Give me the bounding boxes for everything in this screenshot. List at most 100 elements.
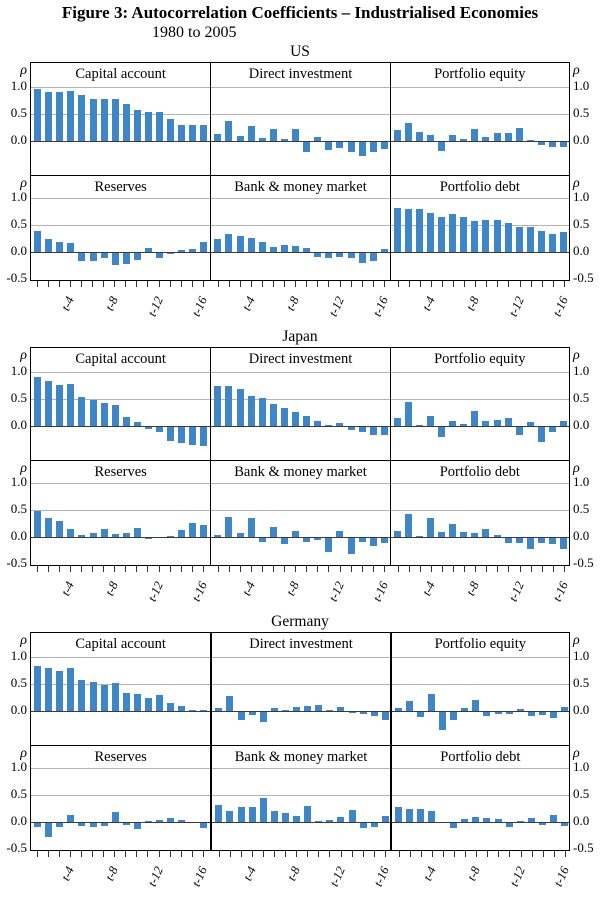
x-tick-mark [408, 281, 410, 287]
bar [515, 538, 523, 544]
y-tick-label: 0.5 [573, 675, 590, 690]
y-tick-label: 1.0 [10, 759, 27, 774]
bar [270, 707, 278, 711]
gridline [31, 372, 211, 373]
bar [358, 427, 366, 433]
y-axis-left-row1: ρ 1.0 0.5 0.0 -0.5 [0, 460, 30, 570]
bar [404, 514, 412, 537]
x-tick-mark [147, 851, 149, 857]
bar [178, 427, 186, 444]
panel-title: Portfolio equity [434, 636, 527, 652]
bar [258, 398, 266, 426]
bar [215, 804, 223, 822]
x-tick-label: t-16 [549, 294, 571, 319]
x-tick-label: t-4 [240, 864, 259, 883]
bar [67, 814, 75, 822]
bar [144, 427, 152, 429]
x-tick-mark [552, 566, 554, 572]
bar [504, 132, 512, 141]
y-axis-left-row1: ρ 1.0 0.5 0.0 -0.5 [0, 745, 30, 855]
x-tick-mark [295, 281, 297, 287]
bar [438, 531, 446, 537]
x-tick-mark [351, 851, 353, 857]
x-tick-mark [69, 566, 71, 572]
x-tick-mark [218, 851, 220, 857]
bar [415, 209, 423, 252]
gridline [31, 684, 211, 685]
bar [167, 119, 175, 141]
bar [200, 124, 208, 141]
y-tick-label: 0.0 [573, 243, 590, 258]
bar [67, 667, 75, 711]
bar [472, 700, 480, 711]
bar [538, 712, 546, 716]
x-tick-mark [217, 281, 219, 287]
panel-title: Portfolio equity [434, 66, 526, 82]
x-tick-mark [465, 851, 467, 857]
panel-title: Portfolio equity [434, 351, 526, 367]
bar [167, 703, 175, 711]
bar [189, 522, 197, 537]
bar [111, 812, 119, 822]
bar [280, 244, 288, 252]
x-tick-label: t-4 [58, 294, 77, 313]
x-tick-label: t-8 [283, 579, 303, 598]
bar [156, 694, 164, 711]
y-tick-label: 0.5 [573, 390, 590, 405]
bar [549, 142, 557, 147]
x-tick-mark [442, 851, 444, 857]
y-axis-left-row0: ρ 1.0 0.5 0.0 [0, 347, 30, 460]
x-tick-mark [475, 281, 477, 287]
x-tick-mark [464, 281, 466, 287]
x-tick-label: t-4 [419, 579, 438, 598]
y-tick-label: -0.5 [573, 270, 594, 285]
x-tick-label: t-12 [144, 294, 166, 319]
bar [236, 235, 244, 252]
panel-japan-portfolio-equity: Portfolio equity [389, 348, 569, 460]
bar [178, 706, 186, 711]
bar [537, 538, 545, 544]
bar [156, 820, 164, 822]
bar [336, 142, 344, 148]
bar [144, 247, 152, 252]
bar [348, 810, 356, 822]
country-label-germany: Germany [271, 613, 329, 630]
bar [56, 823, 64, 828]
x-tick-mark [520, 851, 522, 857]
bar [89, 681, 97, 711]
bar [56, 521, 64, 537]
bar [269, 128, 277, 141]
x-tick-mark [306, 281, 308, 287]
bar [347, 538, 355, 555]
x-tick-mark [486, 281, 488, 287]
panel-japan-capital-account: Capital account [31, 348, 211, 460]
y-tick-label: 0.5 [10, 675, 27, 690]
bar [359, 823, 367, 829]
bar [337, 707, 345, 711]
x-tick-label: t-8 [464, 864, 484, 883]
bar [67, 529, 75, 537]
bar [100, 685, 108, 711]
bar [347, 142, 355, 153]
x-tick-label: t-16 [550, 864, 572, 889]
x-tick-mark [542, 851, 544, 857]
y-tick-label: 1.0 [10, 363, 27, 378]
zero-axis-line [31, 141, 211, 142]
zero-axis-line [211, 252, 390, 253]
bar [34, 823, 42, 827]
x-tick-mark [261, 566, 263, 572]
bar [247, 126, 255, 141]
bar [78, 253, 86, 262]
x-tick-mark [509, 851, 511, 857]
x-tick-label: t-16 [188, 294, 210, 319]
panel-row-0-us: ρ 1.0 0.5 0.0 Capital account Direct investme… [0, 62, 600, 175]
plot-frame: Reserves Bank & money market Portfolio deb… [30, 175, 570, 281]
x-tick-mark [36, 851, 38, 857]
zero-axis-line [31, 426, 211, 427]
bar [67, 243, 75, 252]
gridline [31, 795, 211, 796]
x-tick-label: t-16 [369, 294, 391, 319]
x-tick-label: t-12 [144, 864, 166, 889]
bar [337, 816, 345, 822]
bar [314, 137, 322, 141]
